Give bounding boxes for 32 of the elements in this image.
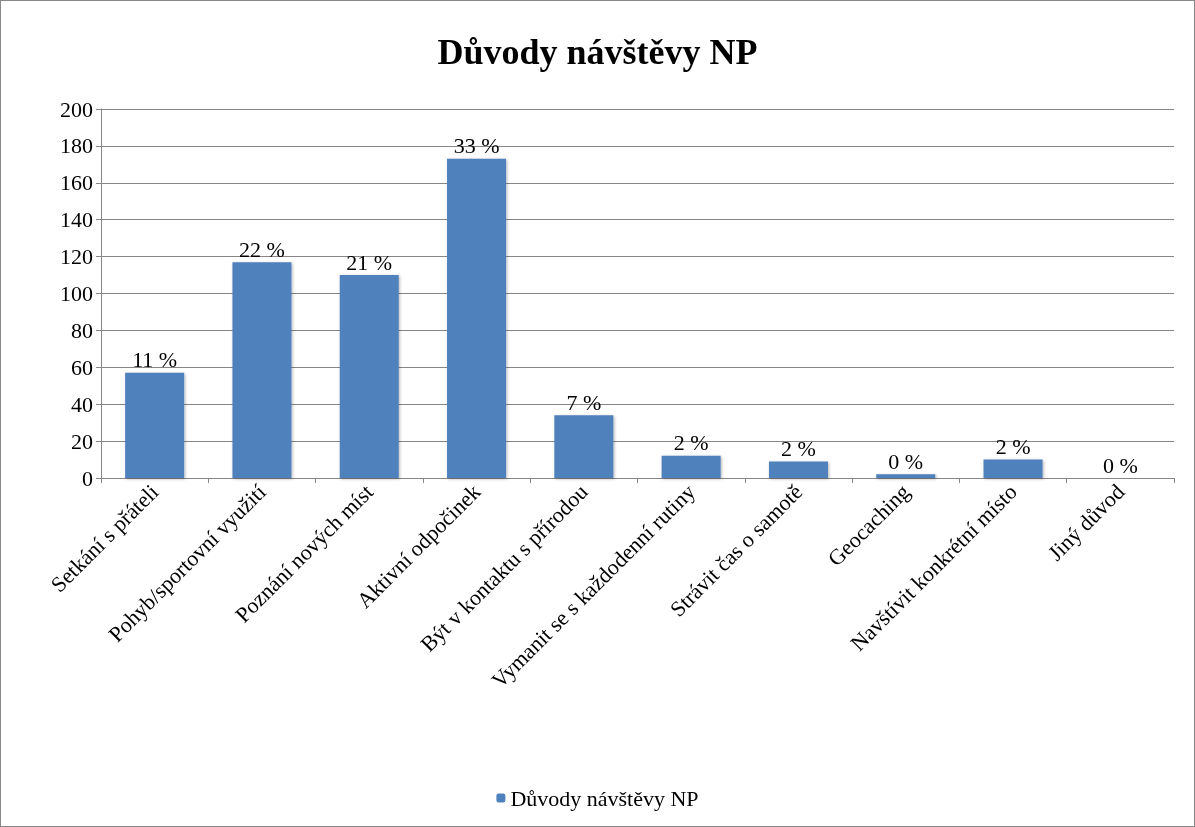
bar [983,459,1043,478]
annotation: 21 % [346,249,393,275]
y-tick-label: 180 [60,133,93,159]
annotation: 0 % [888,448,924,474]
bar [661,455,721,478]
annotation: 2 % [995,434,1031,460]
y-tick-label: 100 [60,281,93,306]
y-tick-label: 0 [82,465,93,491]
chart-title: Důvody návštěvy NP [437,32,758,72]
annotation: 33 % [453,133,500,159]
annotation: 2 % [781,435,816,461]
y-tick-label: 120 [60,244,93,270]
bar [232,262,292,478]
annotation: 7 % [566,389,602,415]
bar [125,372,185,478]
y-tick-label: 160 [60,170,93,196]
annotation: 2 % [673,430,709,456]
bar [876,474,936,478]
y-tick-label: 80 [71,317,93,343]
y-tick-label: 20 [71,428,93,454]
y-tick-label: 40 [71,391,93,417]
bar [768,461,828,478]
annotation: 0 % [1102,452,1138,478]
bar [554,415,614,478]
y-tick-label: 140 [60,207,93,233]
y-tick-label: 60 [71,354,93,380]
bar [339,275,399,478]
annotation: 11 % [132,347,178,373]
bar [447,158,507,478]
legend-label: Důvody návštěvy NP [510,785,699,811]
y-tick-label: 200 [60,96,93,122]
annotation: 22 % [239,236,285,262]
